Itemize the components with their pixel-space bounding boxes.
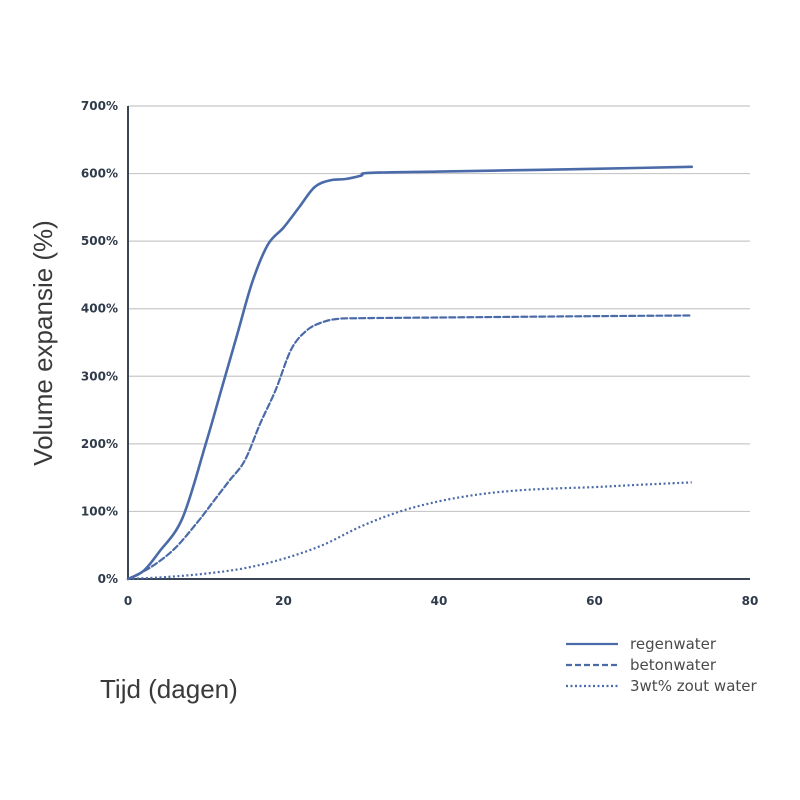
y-tick-label: 100% — [81, 504, 118, 518]
x-tick-label: 80 — [742, 594, 759, 608]
x-tick-label: 0 — [124, 594, 132, 608]
gridlines — [128, 105, 750, 513]
x-axis-ticks: 0 20 40 60 80 — [124, 594, 759, 608]
axes — [127, 106, 750, 580]
y-axis-ticks: 0% 100% 200% 300% 400% 500% 600% 700% — [81, 99, 118, 586]
x-tick-label: 20 — [275, 594, 292, 608]
y-tick-label: 700% — [81, 99, 118, 113]
series-line-2 — [126, 314, 693, 581]
y-tick-label: 400% — [81, 302, 118, 316]
series-lines — [126, 165, 693, 581]
x-tick-label: 40 — [431, 594, 448, 608]
y-tick-label: 200% — [81, 437, 118, 451]
y-tick-label: 600% — [81, 167, 118, 181]
series-line-3 — [127, 481, 692, 581]
y-tick-label: 0% — [98, 572, 118, 586]
series-line-1 — [126, 165, 693, 581]
y-tick-label: 300% — [81, 369, 118, 383]
legend-label: regenwater — [630, 635, 717, 653]
legend: regenwater betonwater 3wt% zout water — [566, 635, 757, 695]
legend-label: 3wt% zout water — [630, 677, 757, 695]
legend-label: betonwater — [630, 656, 717, 674]
x-axis-label: Tijd (dagen) — [100, 674, 238, 704]
y-tick-label: 500% — [81, 234, 118, 248]
x-tick-label: 60 — [586, 594, 603, 608]
y-axis-label: Volume expansie (%) — [28, 220, 58, 466]
